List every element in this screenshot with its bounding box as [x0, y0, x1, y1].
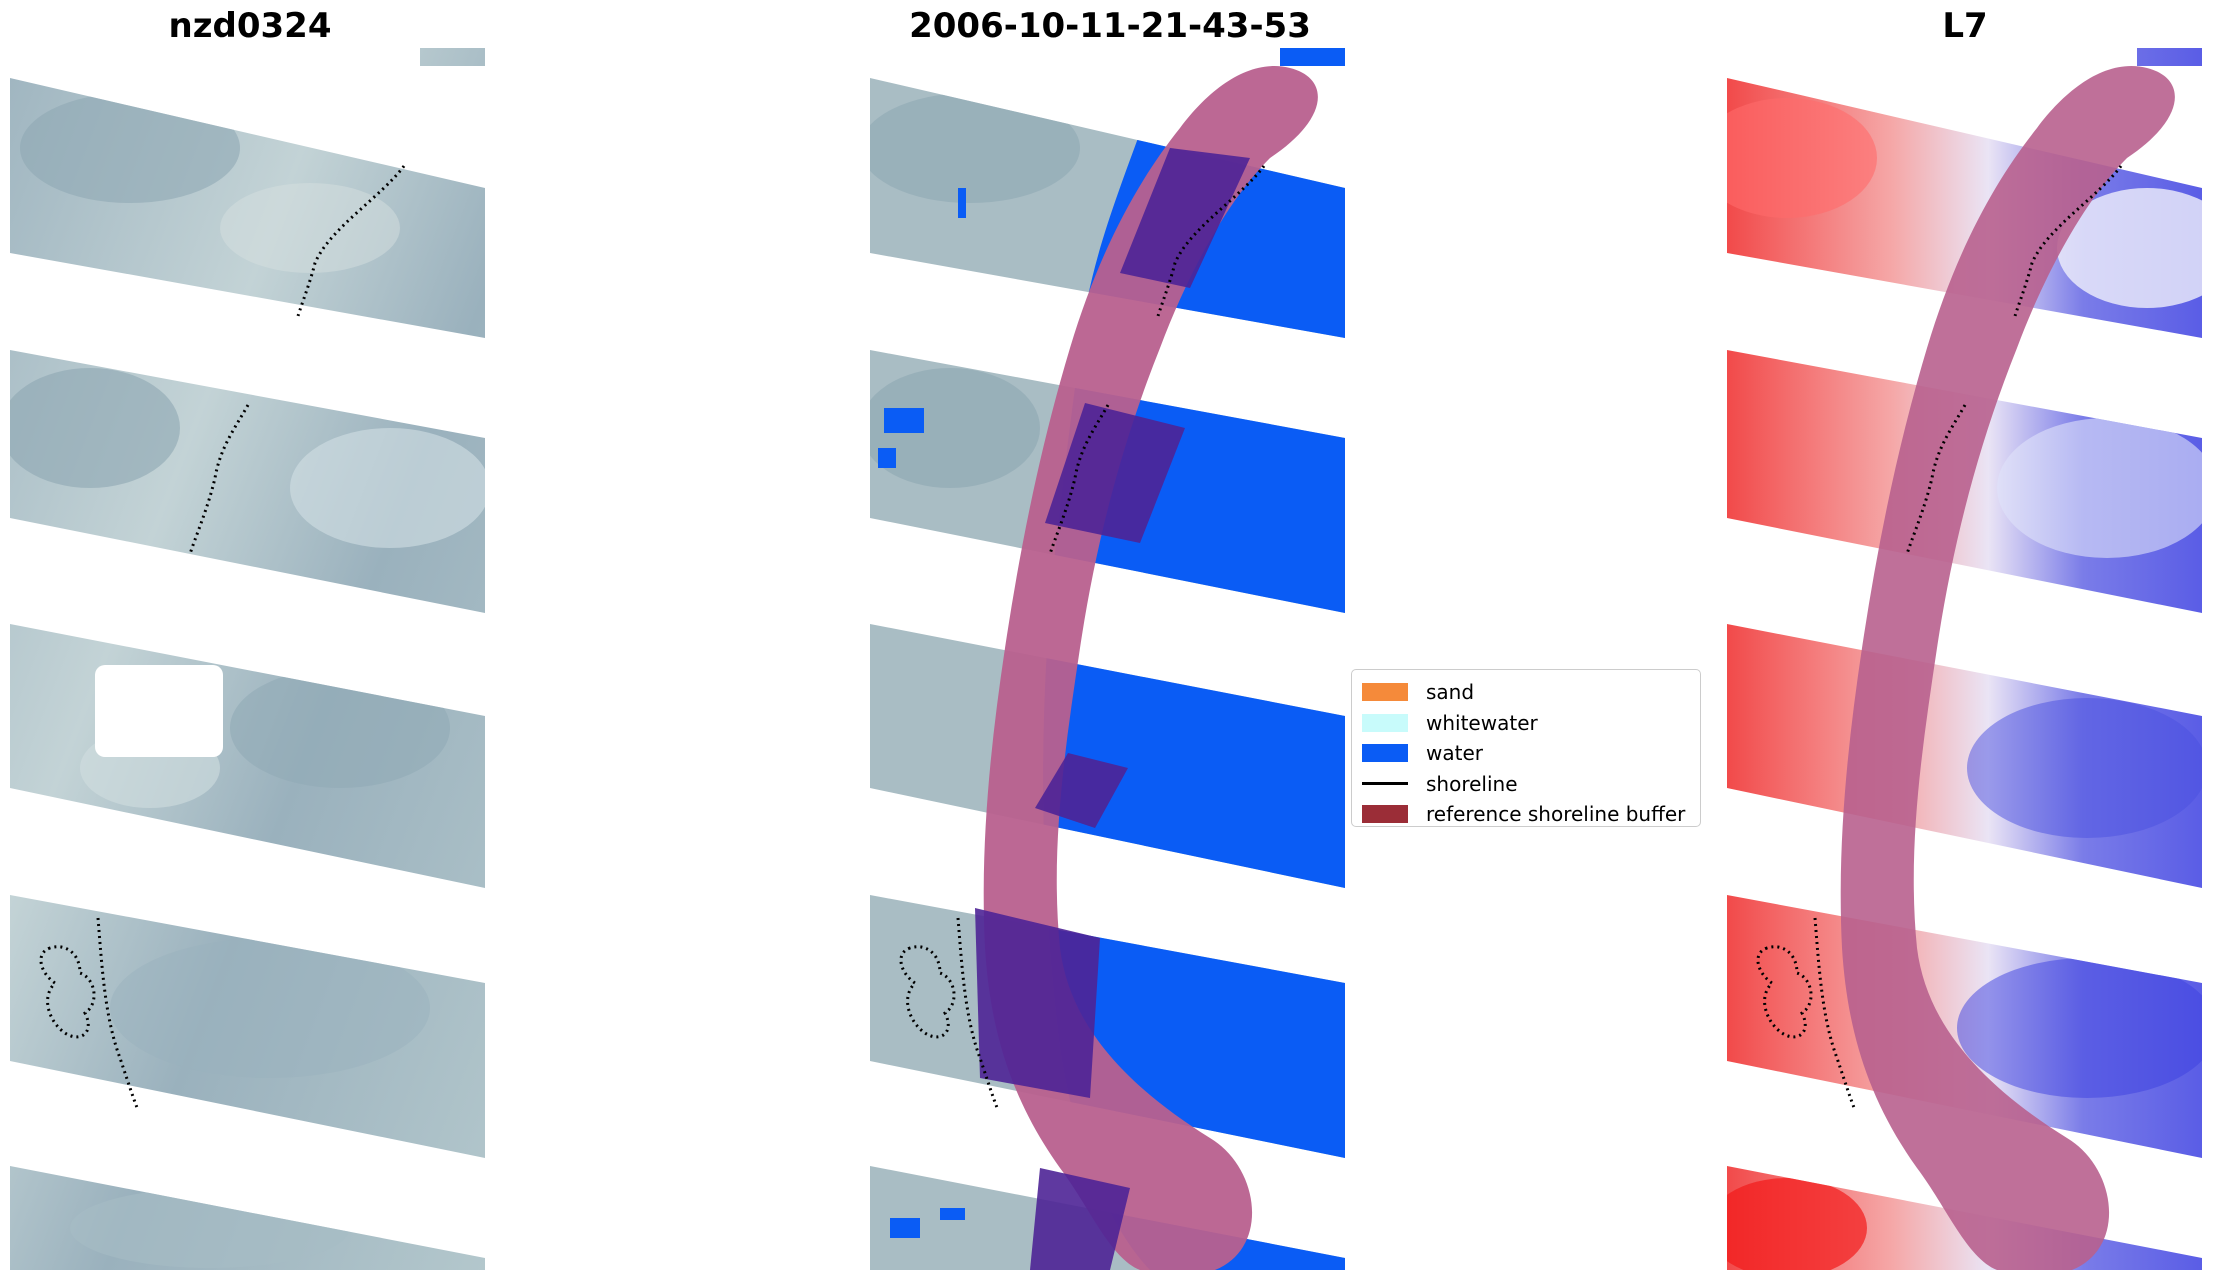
legend-item-whitewater: whitewater	[1362, 708, 1690, 739]
shoreline-segments	[899, 165, 1266, 1111]
shoreline-segments	[39, 165, 406, 1111]
satellite-strips	[10, 48, 485, 1270]
legend-swatch-sand	[1362, 683, 1408, 702]
legend-label-whitewater: whitewater	[1426, 710, 1538, 735]
legend-item-shoreline: shoreline	[1362, 769, 1690, 800]
panel-title-rgb: nzd0324	[168, 6, 332, 46]
rgb-image-panel	[10, 48, 485, 1270]
classified-image-panel	[870, 48, 1345, 1270]
panel-title-classified: 2006-10-11-21-43-53	[909, 6, 1311, 46]
shoreline-segments	[1756, 165, 2123, 1111]
legend-label-sand: sand	[1426, 680, 1475, 705]
legend-item-water: water	[1362, 738, 1690, 769]
legend-item-buffer: reference shoreline buffer	[1362, 799, 1690, 830]
legend: sand whitewater water shoreline referenc…	[1351, 669, 1701, 827]
legend-swatch-whitewater	[1362, 713, 1408, 732]
legend-label-buffer: reference shoreline buffer	[1426, 802, 1686, 827]
panel-title-index: L7	[1942, 6, 1988, 46]
buffer-over-water	[975, 148, 1250, 1270]
legend-line-shoreline	[1362, 782, 1408, 786]
legend-label-shoreline: shoreline	[1426, 771, 1518, 796]
index-image-panel	[1727, 48, 2202, 1270]
legend-swatch-water	[1362, 744, 1408, 763]
cloud-mask-hole	[95, 665, 223, 757]
reference-shoreline-buffer	[983, 66, 1318, 1270]
reference-shoreline-buffer	[1840, 66, 2175, 1270]
legend-label-water: water	[1426, 741, 1483, 766]
legend-swatch-buffer	[1362, 805, 1408, 824]
legend-item-sand: sand	[1362, 677, 1690, 708]
